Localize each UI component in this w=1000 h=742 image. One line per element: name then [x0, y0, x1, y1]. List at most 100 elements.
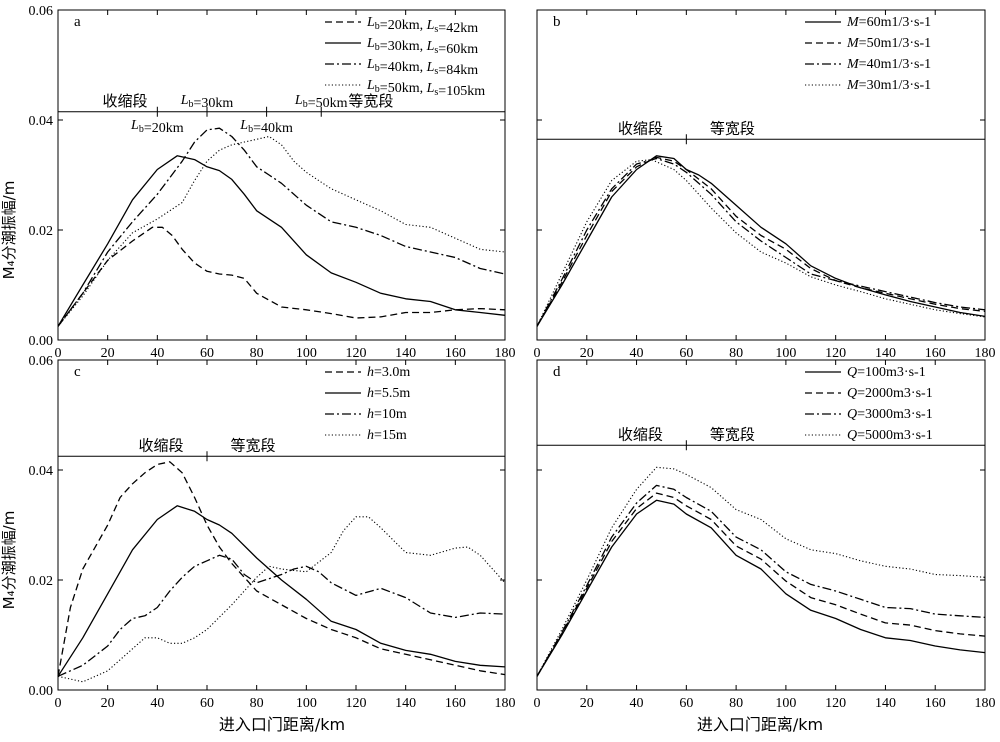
plot-frame — [57, 359, 506, 691]
y-tick-label: 0.02 — [29, 574, 54, 589]
x-tick-label: 120 — [346, 696, 367, 711]
label-uniform-section: 等宽段 — [710, 119, 755, 137]
x-tick-label: 100 — [296, 346, 317, 361]
x-tick-label: 180 — [975, 346, 996, 361]
x-tick-label: 60 — [679, 696, 693, 711]
panel-d: 0 20 40 60 80 100 120 140 160 180 d 收缩段 等宽段 Q=100m3·s… — [534, 359, 996, 711]
x-tick-label: 0 — [534, 346, 541, 361]
plot-frame — [57, 9, 506, 341]
series-line-dashdot — [57, 127, 506, 327]
x-tick-label: 160 — [925, 696, 946, 711]
x-tick-label: 140 — [875, 696, 896, 711]
y-tick-label: 0.00 — [29, 334, 54, 349]
series-line-dashdot — [536, 157, 986, 327]
legend-label: h=10m — [367, 407, 407, 422]
panel-b: 0 20 40 60 80 100 120 140 160 180 b 收缩段 等宽段 M=60m1/3·… — [534, 9, 996, 361]
x-tick-label: 60 — [679, 346, 693, 361]
x-tick-label: 20 — [101, 346, 115, 361]
legend-label: h=5.5m — [367, 386, 410, 401]
x-tick-label: 120 — [825, 346, 846, 361]
x-tick-label: 80 — [250, 346, 264, 361]
y-tick-label: 0.06 — [29, 4, 54, 19]
x-tick-label: 80 — [250, 696, 264, 711]
panel-letter: a — [74, 14, 81, 30]
legend-label: h=3.0m — [367, 365, 410, 380]
legend-label: Lb=40km, Ls=84km — [366, 57, 478, 78]
x-tick-label: 20 — [580, 346, 594, 361]
legend-label: M=40m1/3·s-1 — [846, 57, 931, 72]
panel-letter: c — [74, 364, 81, 380]
panel-a: 0 20 40 60 80 100 120 140 160 180 0.00 0.02 0.04 0.06… — [29, 4, 516, 361]
x-tick-label: 160 — [445, 696, 466, 711]
x-tick-label: 180 — [495, 346, 516, 361]
y-tick-label: 0.04 — [29, 464, 54, 479]
lb-position-label: Lb=20km — [130, 118, 184, 136]
series-line-dashed — [57, 226, 506, 327]
series-line-solid — [536, 499, 986, 677]
series-line-solid — [57, 505, 506, 677]
x-tick-label: 140 — [395, 346, 416, 361]
legend-label: M=50m1/3·s-1 — [846, 36, 931, 51]
panel-letter: d — [553, 364, 561, 380]
y-tick-label: 0.06 — [29, 354, 54, 369]
plot-frame — [536, 9, 986, 341]
legend-label: Q=3000m3·s-1 — [847, 407, 933, 422]
x-axis-label-right: 进入口门距离/km — [697, 715, 823, 734]
x-tick-label: 100 — [775, 346, 796, 361]
series-line-dotted — [536, 466, 986, 677]
label-contraction-section: 收缩段 — [618, 425, 663, 443]
legend-label: Q=5000m3·s-1 — [847, 428, 933, 443]
series-line-dashed — [536, 156, 986, 327]
series-line-solid — [536, 155, 986, 327]
series-line-dotted — [536, 159, 986, 327]
series-line-solid — [57, 155, 506, 327]
x-tick-label: 60 — [200, 346, 214, 361]
series-line-dashdot — [57, 554, 506, 677]
legend-label: h=15m — [367, 428, 407, 443]
x-tick-label: 40 — [150, 346, 164, 361]
legend-label: Lb=20km, Ls=42km — [366, 15, 478, 36]
x-tick-label: 0 — [55, 696, 62, 711]
x-tick-label: 80 — [729, 696, 743, 711]
label-contraction-section: 收缩段 — [103, 92, 148, 110]
label-uniform-section: 等宽段 — [230, 436, 275, 454]
y-tick-label: 0.04 — [29, 114, 54, 129]
lb-position-label: Lb=30km — [180, 93, 234, 111]
lb-position-label: Lb=50km — [294, 93, 348, 111]
plot-frame — [536, 359, 986, 691]
series-line-dotted — [57, 135, 506, 327]
x-tick-label: 40 — [630, 696, 644, 711]
x-tick-label: 0 — [55, 346, 62, 361]
panels: 0 20 40 60 80 100 120 140 160 180 0.00 0.02 0.04 0.06… — [29, 4, 996, 711]
x-tick-label: 120 — [825, 696, 846, 711]
y-tick-label: 0.02 — [29, 224, 54, 239]
legend-label: Q=100m3·s-1 — [847, 365, 926, 380]
label-contraction-section: 收缩段 — [618, 119, 663, 137]
series-line-dashed — [57, 461, 506, 677]
panel-letter: b — [553, 14, 561, 30]
x-tick-label: 120 — [346, 346, 367, 361]
x-tick-label: 40 — [150, 696, 164, 711]
x-tick-label: 180 — [495, 696, 516, 711]
x-tick-label: 140 — [875, 346, 896, 361]
panel-c: 0 20 40 60 80 100 120 140 160 180 0.00 0.02 0.04 0.06… — [29, 354, 516, 711]
x-tick-label: 80 — [729, 346, 743, 361]
x-tick-label: 100 — [296, 696, 317, 711]
x-tick-label: 20 — [580, 696, 594, 711]
y-tick-label: 0.00 — [29, 684, 54, 699]
x-axis-label-left: 进入口门距离/km — [219, 715, 345, 734]
x-tick-label: 160 — [445, 346, 466, 361]
series-line-dashed — [536, 492, 986, 677]
x-tick-label: 160 — [925, 346, 946, 361]
lb-position-label: Lb=40km — [239, 118, 293, 136]
legend-label: Lb=30km, Ls=60km — [366, 36, 478, 57]
label-contraction-section: 收缩段 — [138, 436, 183, 454]
label-uniform-section: 等宽段 — [348, 92, 393, 110]
series-line-dotted — [57, 516, 506, 683]
legend-label: Q=2000m3·s-1 — [847, 386, 933, 401]
y-axis-label-bottom: M₄分潮振幅/m — [0, 511, 18, 610]
legend-label: M=30m1/3·s-1 — [846, 78, 931, 93]
x-tick-label: 0 — [534, 696, 541, 711]
x-tick-label: 20 — [101, 696, 115, 711]
